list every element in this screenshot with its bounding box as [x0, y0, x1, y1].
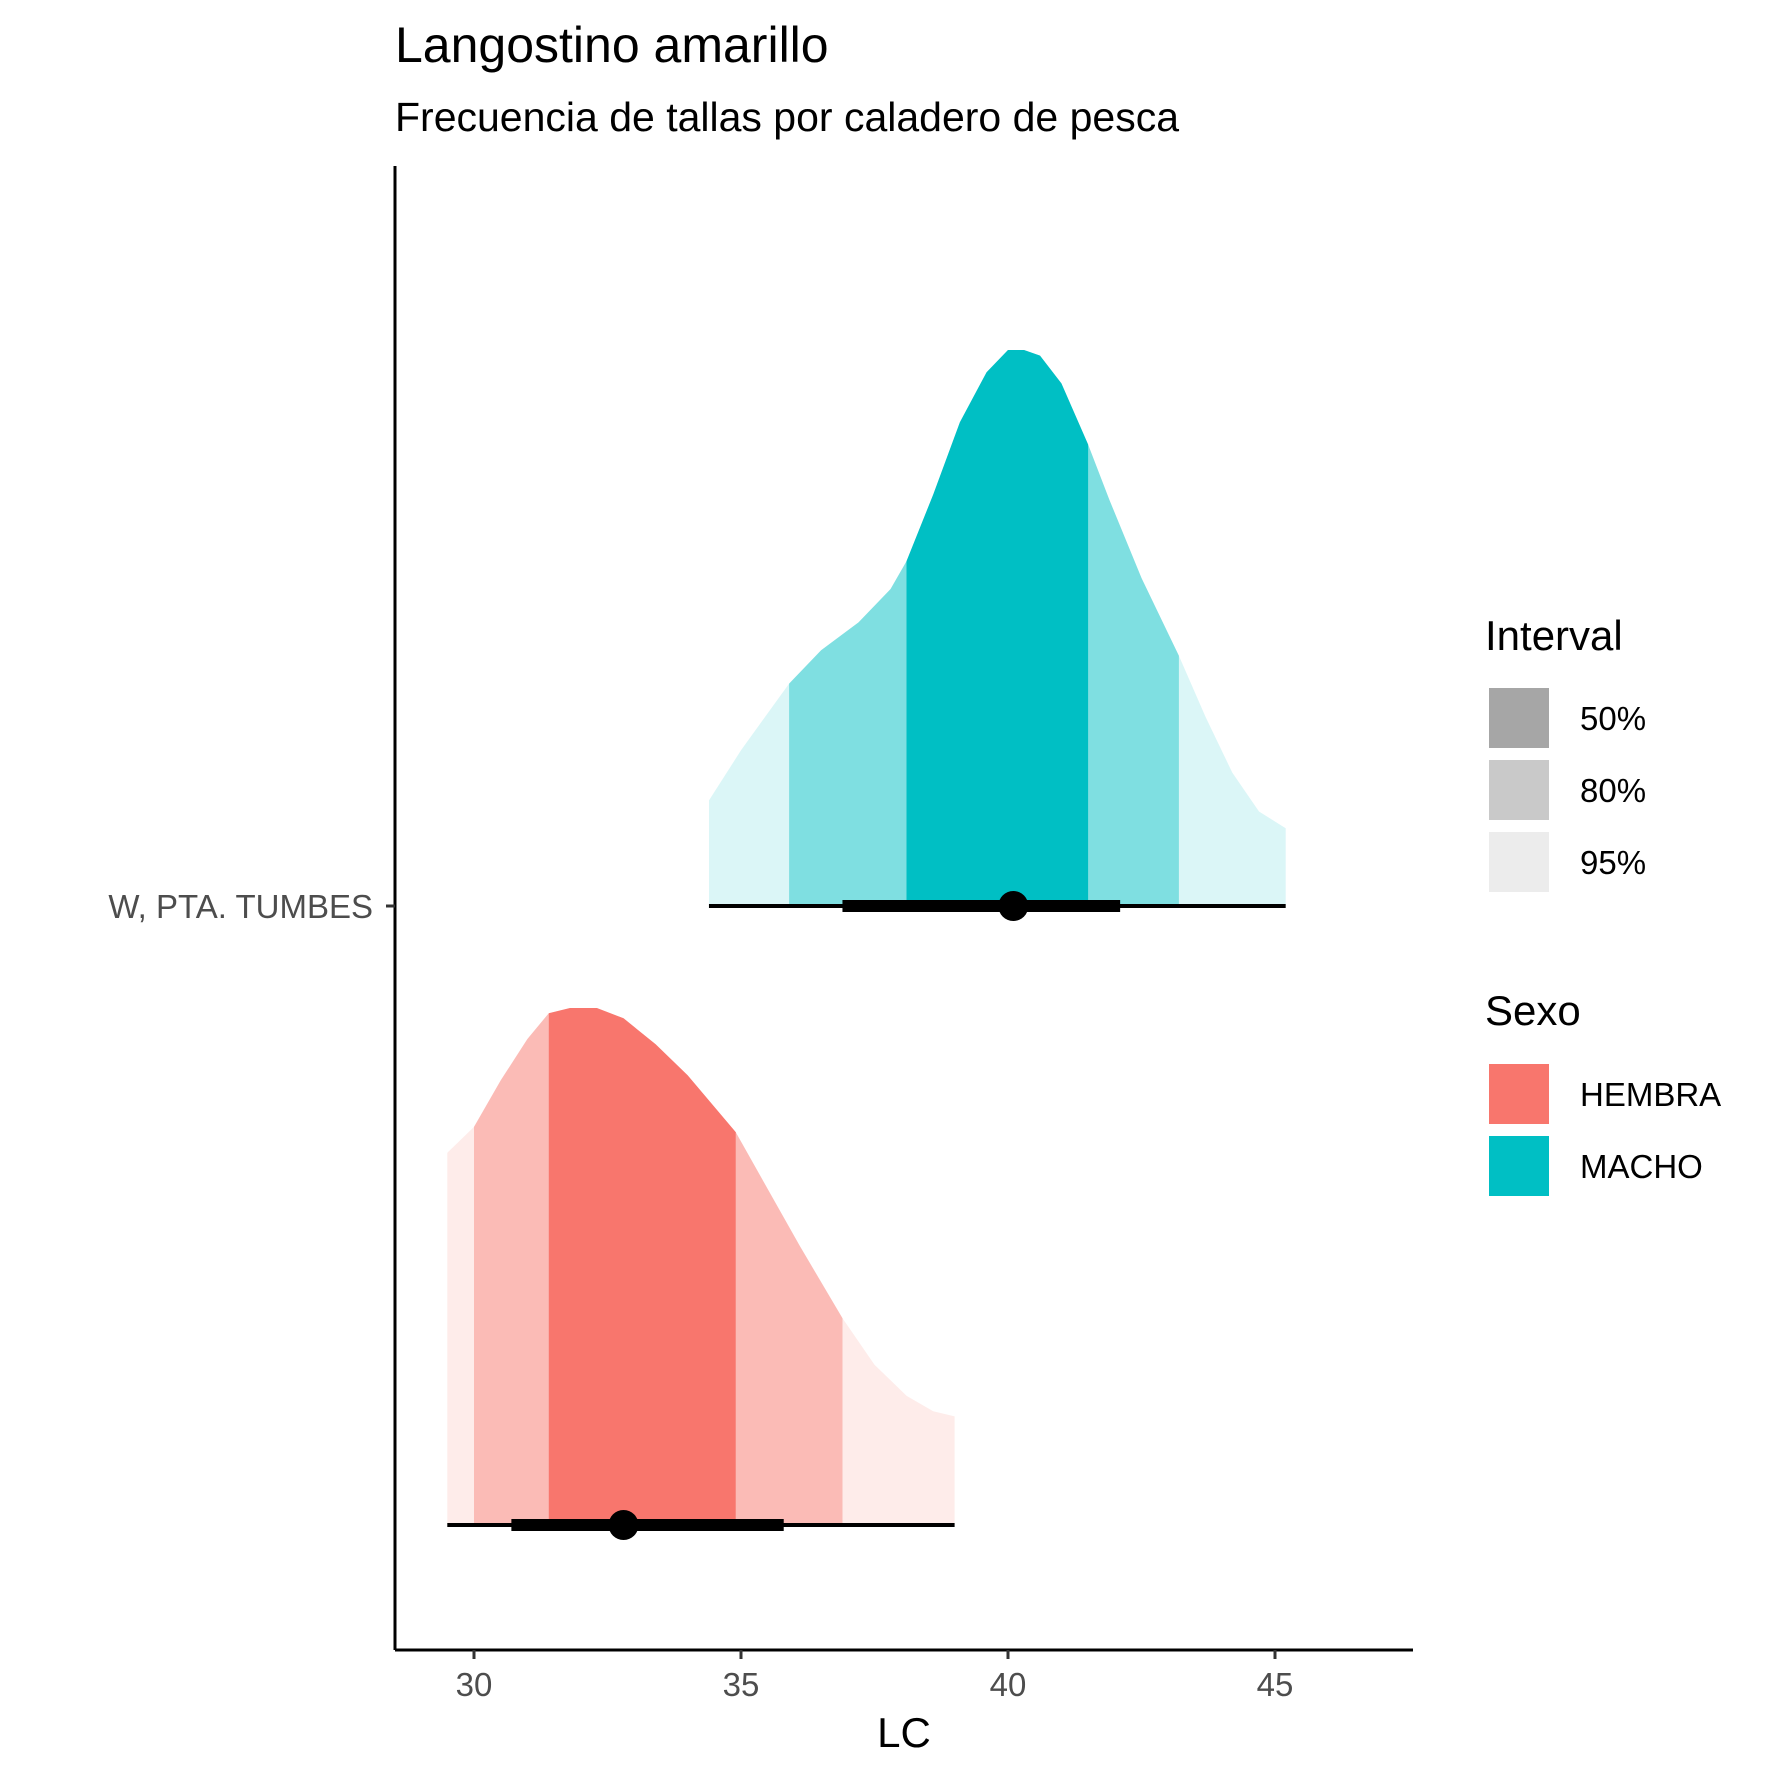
- legend-interval-label: 95%: [1580, 844, 1646, 881]
- legend-sexo-label: HEMBRA: [1580, 1076, 1721, 1113]
- x-tick-label: 40: [990, 1666, 1027, 1703]
- legend-sexo-key-hembra: [1489, 1064, 1549, 1124]
- legend-interval-label: 50%: [1580, 700, 1646, 737]
- legend: Interval 50% 80% 95% Sexo HEMBRA MACHO: [1485, 612, 1721, 1196]
- y-tick-label: W, PTA. TUMBES: [108, 888, 373, 925]
- x-tick-label: 30: [456, 1666, 493, 1703]
- legend-sexo-items: HEMBRA MACHO: [1489, 1064, 1721, 1196]
- x-tick-label: 35: [723, 1666, 760, 1703]
- density-hembra: [447, 1008, 955, 1525]
- density-macho: [709, 350, 1286, 906]
- legend-interval-items: 50% 80% 95%: [1489, 688, 1646, 892]
- median-point-hembra: [608, 1510, 639, 1540]
- x-axis-title: LC: [877, 1709, 931, 1756]
- interval-layer: [447, 891, 1286, 1540]
- legend-interval-label: 80%: [1580, 772, 1646, 809]
- chart-subtitle: Frecuencia de tallas por caladero de pes…: [395, 94, 1179, 140]
- axes: 30 35 40 45 W, PTA. TUMBES LC: [108, 166, 1413, 1756]
- legend-sexo-title: Sexo: [1485, 987, 1581, 1034]
- interval-macho: [708, 891, 1286, 921]
- legend-sexo-label: MACHO: [1580, 1148, 1703, 1185]
- y-ticks: W, PTA. TUMBES: [108, 888, 395, 925]
- x-tick-label: 45: [1257, 1666, 1294, 1703]
- density-layer: [447, 350, 1286, 1525]
- legend-interval-title: Interval: [1485, 612, 1623, 659]
- plot-area: [447, 350, 1286, 1540]
- median-point-macho: [998, 891, 1029, 921]
- x-ticks: 30 35 40 45: [456, 1650, 1294, 1703]
- density-band-macho-q50: [906, 350, 1089, 906]
- legend-interval-key-80pct: [1489, 760, 1549, 820]
- chart-title: Langostino amarillo: [395, 17, 829, 73]
- legend-interval-key-50pct: [1489, 688, 1549, 748]
- density-band-hembra-q50: [548, 1008, 736, 1525]
- legend-interval-key-95pct: [1489, 832, 1549, 892]
- legend-sexo-key-macho: [1489, 1136, 1549, 1196]
- interval-hembra: [447, 1510, 955, 1540]
